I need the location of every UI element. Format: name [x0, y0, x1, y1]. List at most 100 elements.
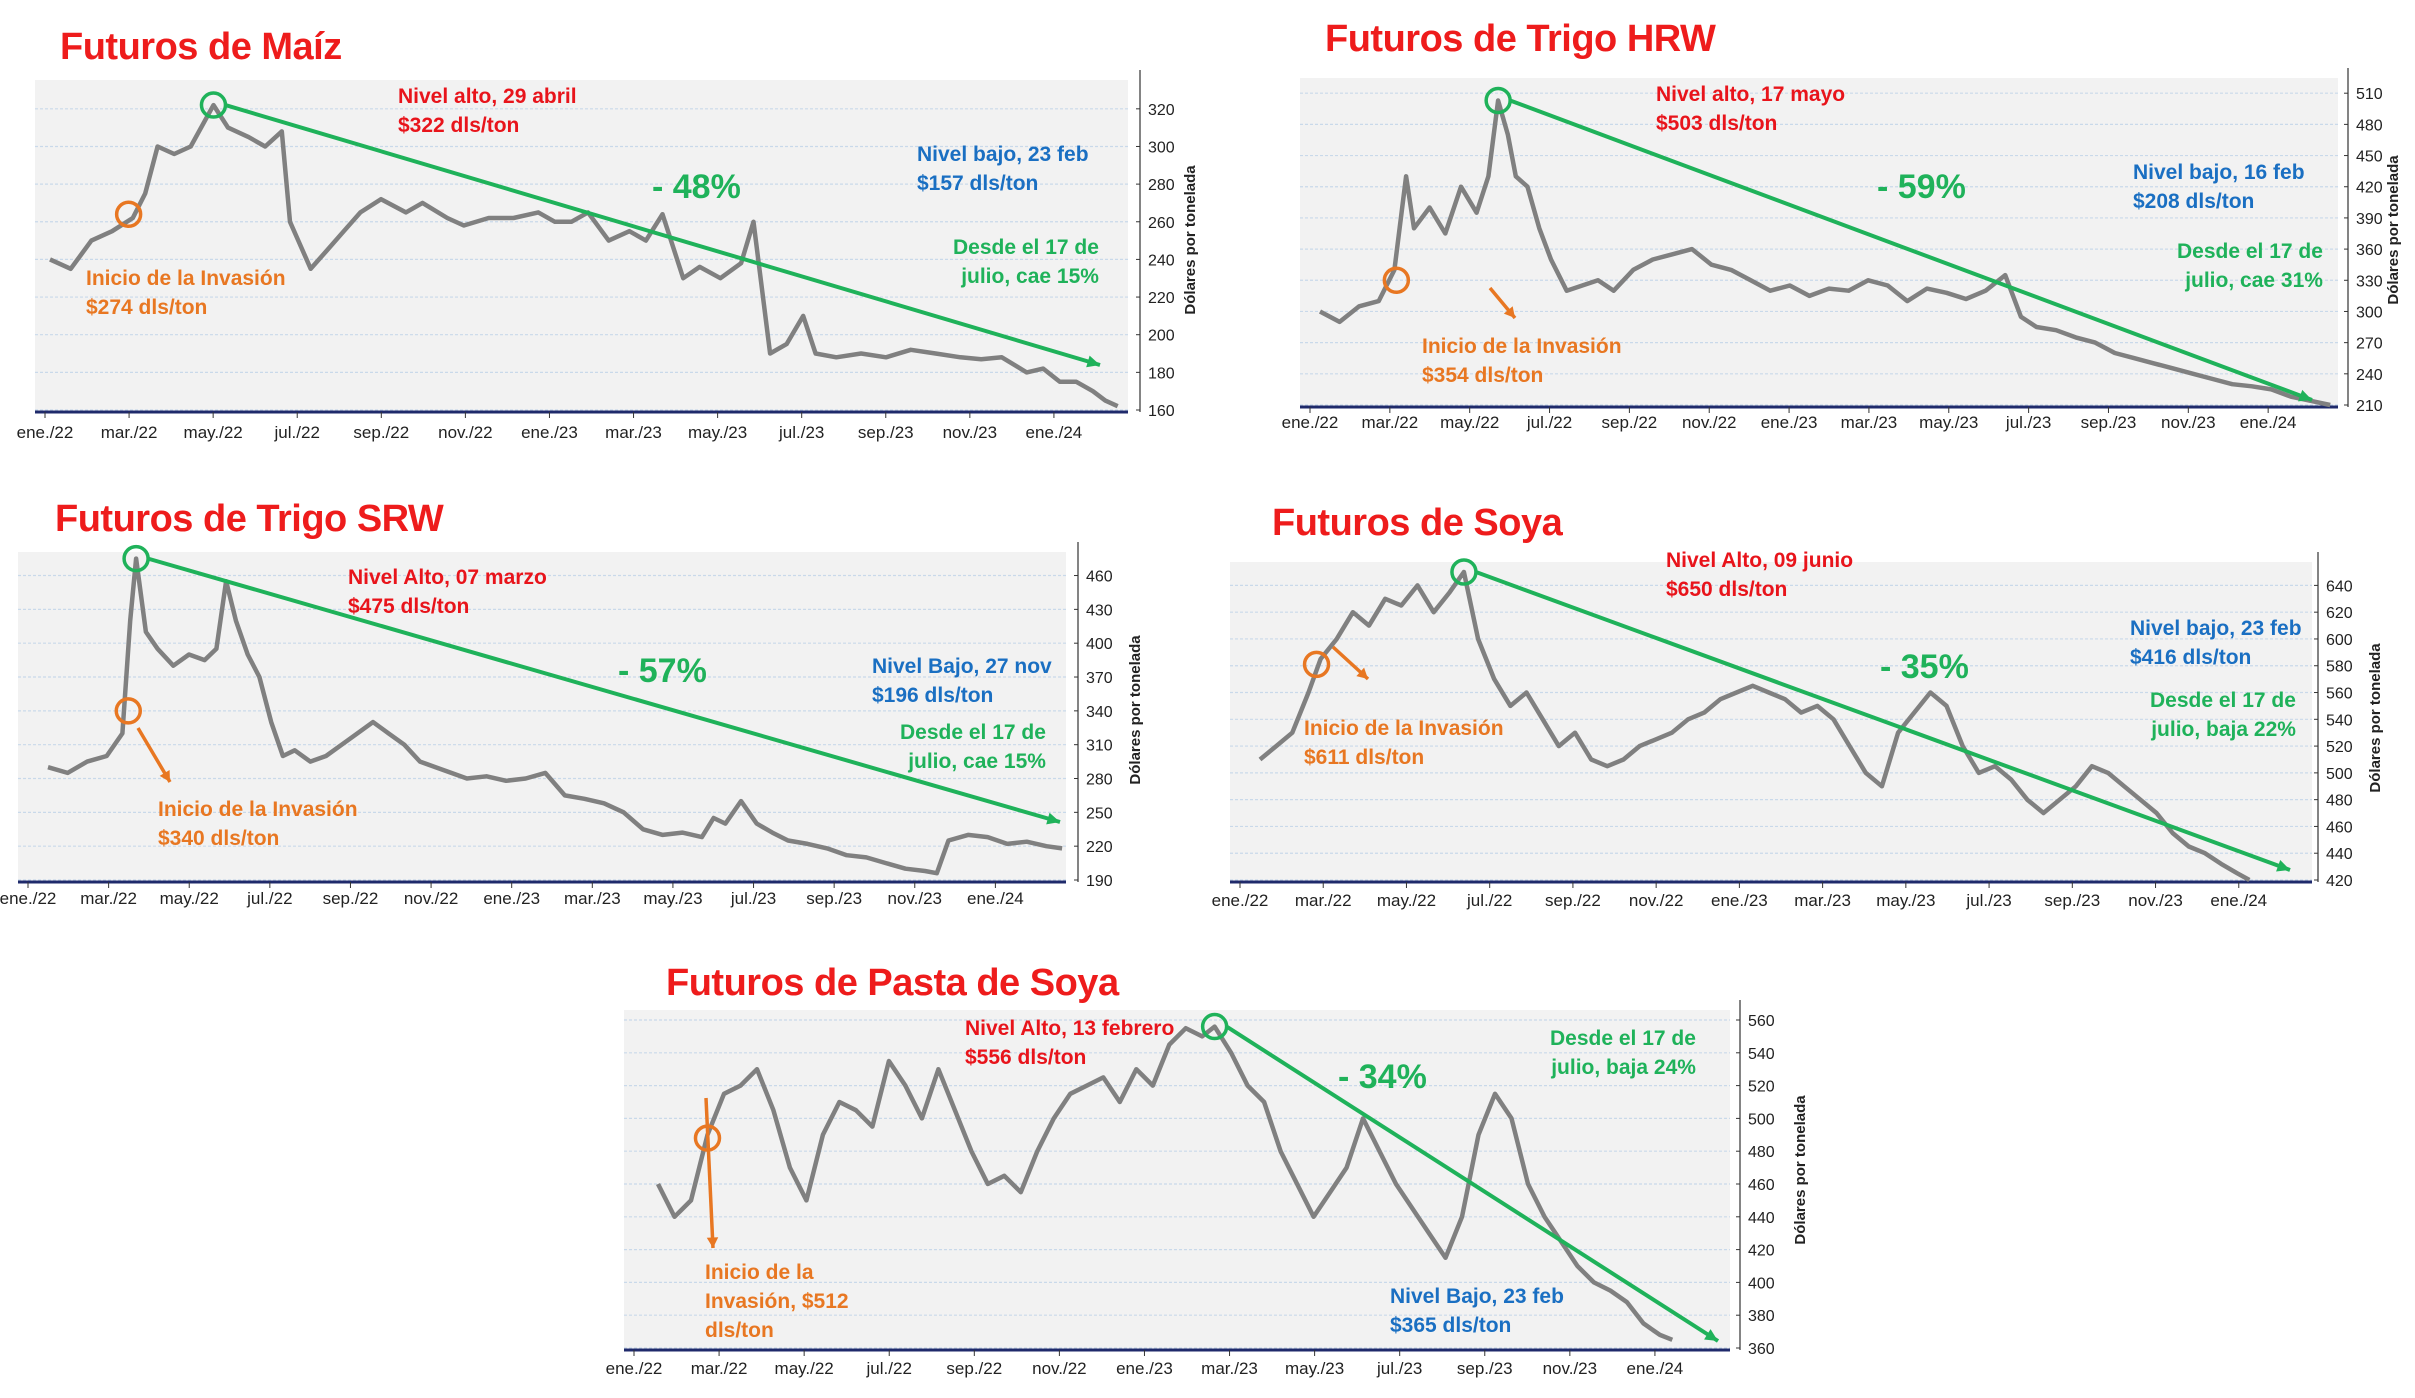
- y-tick-label: 460: [2326, 819, 2353, 836]
- y-tick-label: 500: [2326, 766, 2353, 783]
- x-tick-label: ene./24: [967, 889, 1024, 908]
- trend-arrow-head: [2298, 389, 2312, 402]
- x-tick-label: ene./23: [1761, 413, 1818, 432]
- high-annotation: Nivel alto, 29 abril $322 dls/ton: [398, 82, 577, 140]
- high-annotation: Nivel Alto, 09 junio $650 dls/ton: [1666, 546, 1853, 604]
- since-line2: julio, cae 15%: [908, 750, 1046, 773]
- x-tick-label: ene./23: [483, 889, 540, 908]
- chart-title: Futuros de Maíz: [60, 26, 342, 68]
- y-tick-label: 370: [1086, 670, 1113, 687]
- high-annotation: Nivel Alto, 07 marzo $475 dls/ton: [348, 563, 547, 621]
- invasion-arrow-head: [1503, 306, 1515, 318]
- low-label: Nivel bajo, 23 feb: [2130, 617, 2302, 640]
- low-value: $208 dls/ton: [2133, 190, 2255, 213]
- since-line1: Desde el 17 de: [2150, 689, 2296, 712]
- trend-arrow-line: [1475, 570, 2291, 872]
- invasion-label: Inicio de la Invasión: [1422, 335, 1622, 358]
- y-tick-label: 500: [1748, 1111, 1775, 1128]
- y-axis-title: Dólares por tonelada: [2367, 643, 2384, 793]
- low-annotation: Nivel bajo, 23 feb $416 dls/ton: [2130, 614, 2302, 672]
- high-annotation: Nivel alto, 17 mayo $503 dls/ton: [1656, 80, 1845, 138]
- high-value: $322 dls/ton: [398, 114, 520, 137]
- high-label: Nivel Alto, 09 junio: [1666, 549, 1854, 572]
- invasion-label: Inicio de la Invasión: [86, 267, 286, 290]
- since-line1: Desde el 17 de: [2177, 240, 2323, 263]
- low-annotation: Nivel Bajo, 27 nov $196 dls/ton: [872, 652, 1052, 710]
- x-tick-label: ene./24: [1026, 423, 1083, 442]
- chart-svg-pasta-soya: 560 540 520 500 480 460 440 420 400 380 360 Dólares…: [606, 1000, 1809, 1378]
- trend-arrow-line: [1509, 98, 2313, 402]
- chart-panel-maiz: 320 300 280 260 240 220 200 180 160 Dólares por t…: [0, 0, 1199, 470]
- y-tick-label: 270: [2356, 336, 2383, 353]
- x-tick-label: may./23: [1876, 891, 1935, 910]
- x-tick-label: nov./23: [2161, 413, 2216, 432]
- high-marker: [1484, 86, 1512, 115]
- y-tick-label: 220: [1086, 839, 1113, 856]
- x-tick-label: jul./22: [866, 1359, 912, 1378]
- invasion-annotation: Inicio de la Invasión, $512 dls/ton: [705, 1258, 849, 1345]
- y-axis-title: Dólares por tonelada: [1127, 635, 1144, 785]
- invasion-unit: dls/ton: [705, 1319, 774, 1342]
- chart-svg-maiz: 320 300 280 260 240 220 200 180 160 Dólares por t…: [17, 70, 1199, 442]
- plot-area: [624, 1010, 1730, 1348]
- x-tick-label: sep./23: [806, 889, 862, 908]
- trend-arrow-head: [1046, 812, 1060, 825]
- invasion-label: Inicio de la Invasión: [158, 798, 358, 821]
- since-annotation: Desde el 17 de julio, baja 24%: [1550, 1024, 1696, 1082]
- x-tick-label: nov./22: [404, 889, 459, 908]
- chart-svg-soya: 640 620 600 580 560 540 520 500 480 460 440 420 Dóla…: [1212, 552, 2384, 910]
- low-label: Nivel Bajo, 23 feb: [1390, 1285, 1564, 1308]
- y-tick-label: 560: [2326, 686, 2353, 703]
- chart-panel-trigo-hrw: 510 480 450 420 390 360 330 300 270 240 210 Dólares…: [1280, 0, 2415, 470]
- y-tick-label: 330: [2356, 273, 2383, 290]
- price-series-line: [49, 102, 1119, 409]
- high-label: Nivel alto, 29 abril: [398, 85, 577, 108]
- y-tick-label: 450: [2356, 149, 2383, 166]
- y-tick-label: 460: [1086, 569, 1113, 586]
- since-line2: julio, cae 15%: [961, 265, 1099, 288]
- y-tick-label: 580: [2326, 659, 2353, 676]
- y-axis-title: Dólares por tonelada: [1792, 1095, 1809, 1245]
- price-series-line: [1318, 98, 2331, 408]
- y-tick-label: 190: [1086, 873, 1113, 890]
- invasion-marker: [1302, 650, 1331, 679]
- chart-panel-soya: 640 620 600 580 560 540 520 500 480 460 440 420 Dóla…: [1212, 490, 2415, 930]
- x-tick-label: ene./22: [17, 423, 74, 442]
- x-tick-label: nov./22: [1682, 413, 1737, 432]
- invasion-value: $611 dls/ton: [1304, 746, 1425, 769]
- y-tick-label: 200: [1148, 328, 1175, 345]
- high-label: Nivel Alto, 13 febrero: [965, 1017, 1175, 1040]
- y-tick-label: 540: [1748, 1046, 1775, 1063]
- x-tick-label: jul./23: [778, 423, 824, 442]
- x-tick-label: sep./23: [2081, 413, 2137, 432]
- x-tick-label: ene./23: [1711, 891, 1768, 910]
- percent-change: - 34%: [1338, 1058, 1427, 1096]
- high-annotation: Nivel Alto, 13 febrero $556 dls/ton: [965, 1014, 1174, 1072]
- x-tick-label: nov./22: [1032, 1359, 1087, 1378]
- x-tick-label: may./22: [184, 423, 243, 442]
- invasion-annotation: Inicio de la Invasión $354 dls/ton: [1422, 332, 1622, 390]
- y-tick-label: 240: [2356, 367, 2383, 384]
- low-label: Nivel bajo, 23 feb: [917, 143, 1089, 166]
- since-line1: Desde el 17 de: [1550, 1027, 1696, 1050]
- y-tick-label: 480: [1748, 1144, 1775, 1161]
- high-label: Nivel alto, 17 mayo: [1656, 83, 1846, 106]
- y-tick-label: 560: [1748, 1013, 1775, 1030]
- x-tick-label: sep./23: [1457, 1359, 1513, 1378]
- x-tick-label: ene./22: [606, 1359, 663, 1378]
- x-tick-label: may./22: [1440, 413, 1499, 432]
- invasion-annotation: Inicio de la Invasión $340 dls/ton: [158, 795, 358, 853]
- x-tick-label: sep./22: [323, 889, 379, 908]
- chart-title: Futuros de Trigo HRW: [1325, 18, 1716, 60]
- y-tick-label: 620: [2326, 605, 2353, 622]
- y-tick-label: 540: [2326, 712, 2353, 729]
- y-tick-label: 640: [2326, 578, 2353, 595]
- x-tick-label: may./22: [1377, 891, 1436, 910]
- x-tick-label: jul./22: [246, 889, 292, 908]
- x-tick-label: jul./23: [730, 889, 776, 908]
- x-tick-label: nov./23: [2128, 891, 2183, 910]
- y-tick-label: 210: [2356, 398, 2383, 415]
- y-tick-label: 510: [2356, 86, 2383, 103]
- low-annotation: Nivel bajo, 23 feb $157 dls/ton: [917, 140, 1089, 198]
- since-line1: Desde el 17 de: [953, 236, 1099, 259]
